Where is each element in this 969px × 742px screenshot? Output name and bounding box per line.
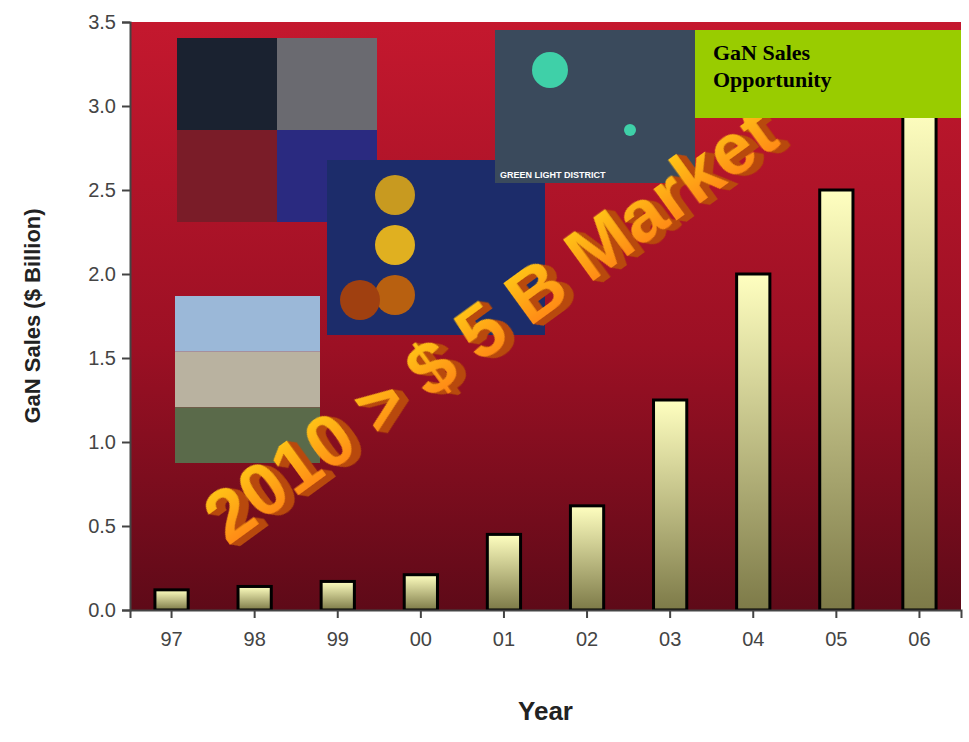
x-tick-label: 03 [659, 628, 681, 650]
lamp [375, 175, 415, 215]
y-tick: 0.5 [88, 515, 130, 537]
y-tick-label: 0.0 [88, 599, 116, 621]
x-tick-mark [835, 610, 837, 618]
lamp [624, 124, 636, 136]
x-tick: 99 [327, 610, 349, 650]
x-tick: 00 [410, 610, 432, 650]
lamp [340, 280, 380, 320]
y-tick-mark [122, 610, 130, 612]
y-axis: 0.0 0.5 1.0 1.5 2.0 2.5 3.0 3.5 [88, 11, 130, 621]
y-axis-line [122, 23, 131, 611]
bars [155, 106, 936, 610]
y-tick-mark [122, 106, 130, 108]
bar [570, 506, 603, 610]
photo-tile [175, 352, 320, 408]
x-tick-label: 97 [160, 628, 182, 650]
y-tick-mark [122, 22, 130, 24]
y-tick-label: 2.5 [88, 179, 116, 201]
x-tick-mark [254, 610, 256, 618]
y-tick-mark [122, 442, 130, 444]
lamp [375, 275, 415, 315]
y-tick-mark [122, 190, 130, 192]
bar [737, 274, 770, 610]
x-tick-mark [752, 610, 754, 618]
photo-caption: GREEN LIGHT DISTRICT [500, 170, 606, 180]
photo-tile [177, 130, 277, 222]
x-axis-title: Year [518, 696, 573, 726]
x-tick: 04 [742, 610, 764, 650]
x-tick: 98 [244, 610, 266, 650]
x-tick-mark [503, 610, 505, 618]
y-tick-mark [122, 274, 130, 276]
x-tick-label: 05 [825, 628, 847, 650]
x-tick: 03 [659, 610, 681, 650]
y-tick-label: 2.0 [88, 263, 116, 285]
x-tick-mark [171, 610, 173, 618]
photo-tile [177, 38, 277, 130]
y-tick: 2.5 [88, 179, 130, 201]
x-tick-mark [586, 610, 588, 618]
y-tick-mark [122, 358, 130, 360]
x-axis-line [131, 611, 962, 619]
x-axis: 97 98 99 00 01 02 03 04 05 06 [131, 610, 962, 650]
y-tick: 0.0 [88, 599, 130, 621]
market-annotation: 2010 > $ 5 B Market [189, 89, 792, 559]
bar [487, 534, 520, 610]
y-axis-title: GaN Sales ($ Billion) [20, 208, 45, 423]
y-tick-label: 1.5 [88, 347, 116, 369]
x-tick-label: 01 [493, 628, 515, 650]
lamp [532, 52, 568, 88]
plot-background [130, 22, 961, 610]
x-tick: 05 [825, 610, 847, 650]
bar [238, 586, 271, 610]
x-tick: 01 [493, 610, 515, 650]
title-box-bg [695, 30, 961, 118]
y-tick-label: 1.0 [88, 431, 116, 453]
y-tick: 1.5 [88, 347, 130, 369]
y-tick: 1.0 [88, 431, 130, 453]
bar [404, 575, 437, 610]
x-tick-label: 02 [576, 628, 598, 650]
x-tick-mark [669, 610, 671, 618]
bar [820, 190, 853, 610]
y-tick-label: 3.0 [88, 95, 116, 117]
photo-tile [277, 38, 377, 130]
bar [321, 581, 354, 610]
title-box: GaN SalesOpportunity [695, 30, 961, 118]
x-tick-mark [420, 610, 422, 618]
bar [155, 590, 188, 610]
x-tick: 06 [908, 610, 930, 650]
x-tick: 97 [160, 610, 182, 650]
y-tick: 3.5 [88, 11, 130, 33]
x-tick-label: 06 [908, 628, 930, 650]
x-tick-mark [337, 610, 339, 618]
x-tick-label: 04 [742, 628, 764, 650]
x-tick-label: 99 [327, 628, 349, 650]
x-tick-mark [918, 610, 920, 618]
y-tick-label: 0.5 [88, 515, 116, 537]
y-tick: 2.0 [88, 263, 130, 285]
photo-tile [175, 296, 320, 352]
y-tick: 3.0 [88, 95, 130, 117]
y-tick-mark [122, 526, 130, 528]
lamp [375, 225, 415, 265]
x-tick: 02 [576, 610, 598, 650]
x-tick-label: 98 [244, 628, 266, 650]
x-tick-label: 00 [410, 628, 432, 650]
title: GaN SalesOpportunity [713, 40, 832, 92]
bar [903, 106, 936, 610]
y-tick-label: 3.5 [88, 11, 116, 33]
bar [654, 400, 687, 610]
